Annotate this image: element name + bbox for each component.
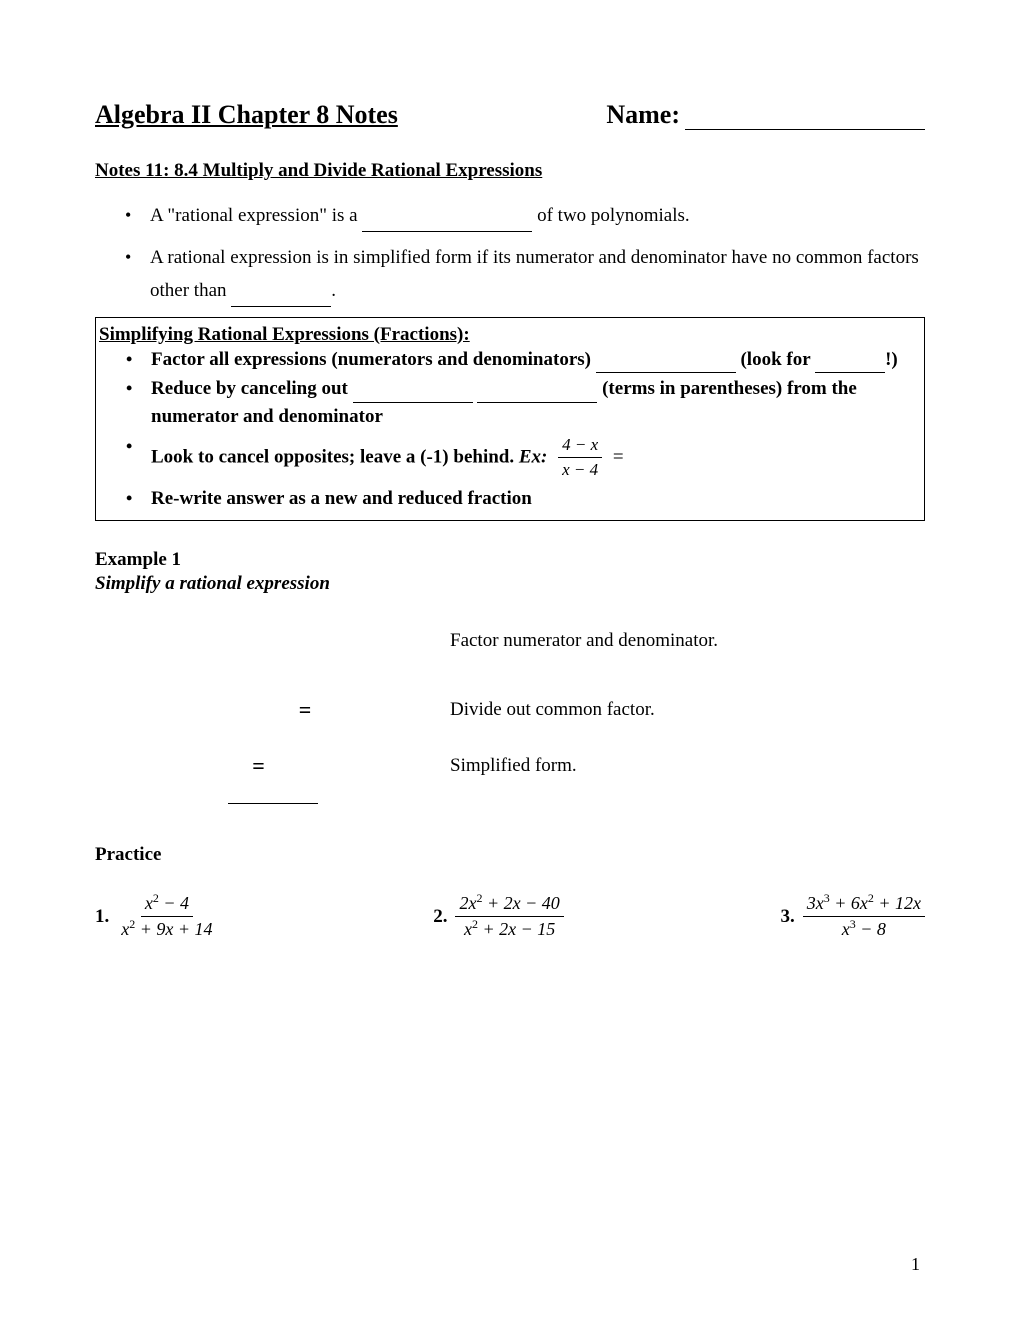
step-text: Factor numerator and denominator.	[450, 630, 718, 652]
equals-text: =	[608, 446, 623, 467]
section-title: Notes 11: 8.4 Multiply and Divide Ration…	[95, 160, 925, 182]
fraction-denominator: x2 + 2x − 15	[460, 917, 559, 942]
work-left: =	[95, 753, 450, 779]
step-text: Simplified form.	[450, 755, 577, 777]
bullet-text: Factor all expressions (numerators and d…	[151, 349, 596, 370]
simplifying-box: Simplifying Rational Expressions (Fracti…	[95, 317, 925, 521]
blank[interactable]	[815, 372, 885, 373]
bullet-text: Reduce by canceling out	[151, 378, 353, 399]
practice-fraction: 2x2 + 2x − 40 x2 + 2x − 15	[455, 891, 563, 942]
problem-number: 3.	[780, 906, 794, 928]
blank[interactable]	[231, 306, 331, 307]
name-field: Name:	[606, 100, 925, 130]
intro-bullet-2: A rational expression is in simplified f…	[150, 242, 925, 307]
box-bullet-4: Re-write answer as a new and reduced fra…	[151, 485, 924, 513]
answer-blank[interactable]	[228, 803, 318, 804]
blank[interactable]	[362, 231, 532, 232]
practice-1: 1. x2 − 4 x2 + 9x + 14	[95, 891, 217, 942]
intro-bullet-1: A "rational expression" is a of two poly…	[150, 200, 925, 232]
bullet-text: A "rational expression" is a	[150, 205, 362, 226]
box-bullet-2: Reduce by canceling out (terms in parent…	[151, 375, 924, 430]
work-row-2: = Divide out common factor.	[95, 697, 925, 723]
example-label: Example 1	[95, 549, 925, 571]
work-area: Factor numerator and denominator. = Divi…	[95, 630, 925, 779]
work-row-3: = Simplified form.	[95, 753, 925, 779]
bullet-text: A rational expression is in simplified f…	[150, 247, 919, 300]
blank[interactable]	[353, 402, 473, 403]
fraction-denominator: x − 4	[558, 458, 602, 483]
box-list: Factor all expressions (numerators and d…	[96, 346, 924, 512]
fraction-numerator: 4 − x	[558, 433, 602, 459]
fraction-denominator: x2 + 9x + 14	[117, 917, 216, 942]
step-text: Divide out common factor.	[450, 699, 655, 721]
fraction-numerator: 3x3 + 6x2 + 12x	[803, 891, 925, 917]
ex-label: Ex:	[519, 446, 548, 467]
example-fraction: 4 − x x − 4	[558, 433, 602, 483]
intro-bullets: A "rational expression" is a of two poly…	[95, 200, 925, 307]
bullet-text: .	[331, 280, 336, 301]
blank[interactable]	[477, 402, 597, 403]
practice-label: Practice	[95, 844, 925, 866]
practice-2: 2. 2x2 + 2x − 40 x2 + 2x − 15	[433, 891, 564, 942]
problem-number: 2.	[433, 906, 447, 928]
practice-fraction: 3x3 + 6x2 + 12x x3 − 8	[803, 891, 925, 942]
practice-fraction: x2 − 4 x2 + 9x + 14	[117, 891, 216, 942]
name-blank[interactable]	[685, 129, 925, 130]
box-title: Simplifying Rational Expressions (Fracti…	[96, 324, 924, 346]
practice-3: 3. 3x3 + 6x2 + 12x x3 − 8	[780, 891, 925, 942]
equals-sign: =	[299, 697, 312, 722]
work-left: =	[95, 697, 450, 723]
fraction-numerator: 2x2 + 2x − 40	[455, 891, 563, 917]
bullet-text: Look to cancel opposites; leave a (-1) b…	[151, 446, 519, 467]
page-number: 1	[911, 1254, 920, 1275]
box-bullet-1: Factor all expressions (numerators and d…	[151, 346, 924, 374]
fraction-numerator: x2 − 4	[141, 891, 193, 917]
page-title: Algebra II Chapter 8 Notes	[95, 100, 398, 130]
bullet-text: (look for	[736, 349, 815, 370]
work-row-1: Factor numerator and denominator.	[95, 630, 925, 652]
problem-number: 1.	[95, 906, 109, 928]
name-label: Name:	[606, 100, 680, 129]
blank[interactable]	[596, 372, 736, 373]
practice-row: 1. x2 − 4 x2 + 9x + 14 2. 2x2 + 2x − 40 …	[95, 891, 925, 942]
bullet-text: !)	[885, 349, 898, 370]
box-bullet-3: Look to cancel opposites; leave a (-1) b…	[151, 433, 924, 483]
bullet-text: of two polynomials.	[532, 205, 689, 226]
equals-sign: =	[252, 753, 265, 778]
fraction-denominator: x3 − 8	[838, 917, 890, 942]
example-subtitle: Simplify a rational expression	[95, 573, 925, 595]
